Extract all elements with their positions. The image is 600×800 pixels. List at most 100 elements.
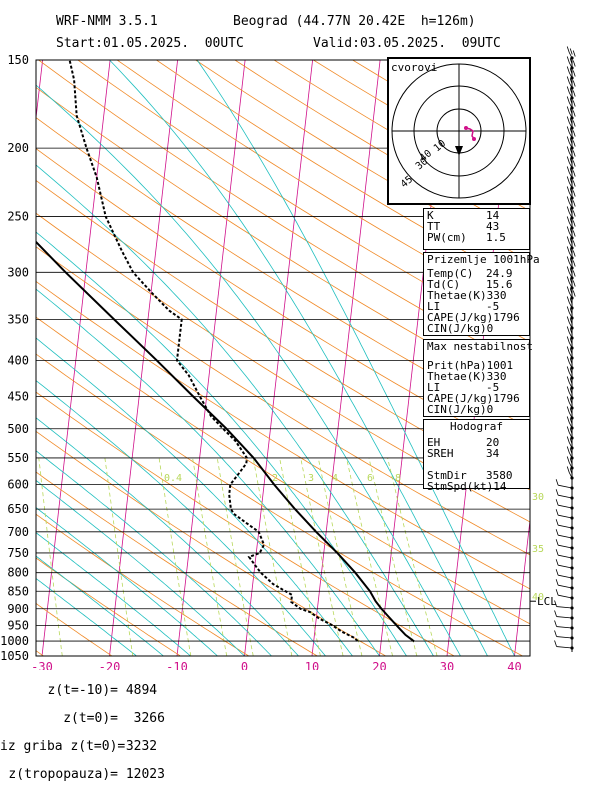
moist-adiabat: [36, 577, 137, 656]
row-label: Thetae(K): [427, 289, 487, 302]
pressure-tick-label: 250: [7, 209, 29, 223]
wind-barb-flag: [566, 386, 570, 393]
isotherm: [109, 60, 179, 656]
wind-barb: [568, 392, 573, 399]
wind-barb: [568, 92, 573, 99]
row-value: -5: [486, 381, 500, 394]
wind-barb: [558, 574, 573, 579]
wind-barb-flag: [572, 110, 576, 117]
wind-barb: [568, 372, 573, 379]
moist-adiabat: [36, 417, 299, 656]
footer-label: z(t=0)=: [63, 711, 118, 726]
moist-adiabat: [36, 164, 434, 656]
temperature-profile: [68, 60, 359, 642]
model-name: WRF-NMM 3.5.1: [56, 14, 158, 29]
wind-barb-flag: [569, 278, 573, 285]
wind-barb: [556, 616, 573, 619]
wind-barb-flag: [554, 640, 557, 647]
row-label: StmSpd(kt): [427, 480, 494, 493]
wind-barb-flag: [569, 418, 573, 425]
wind-barb-flag: [566, 336, 570, 343]
wind-barb: [558, 544, 573, 549]
isotherm: [244, 60, 314, 656]
wind-barb-flag: [566, 256, 570, 263]
wind-barb-flag: [566, 246, 570, 253]
footer-value: 4894: [125, 683, 158, 698]
wind-barb-flag: [566, 206, 570, 213]
temperature-tick-label: -10: [166, 660, 188, 670]
wind-barb-flag: [572, 100, 576, 107]
row-value: 1796: [493, 392, 520, 405]
wind-barb-flag: [572, 250, 576, 257]
wind-barb: [568, 452, 573, 459]
wind-barb-flag: [566, 426, 570, 433]
wind-barb-flag: [555, 499, 559, 506]
wind-barb: [568, 72, 573, 79]
row-value: 15.6: [486, 278, 513, 291]
wind-barb-flag: [566, 416, 570, 423]
wind-barb: [568, 62, 573, 69]
wind-barb-flag: [569, 218, 573, 225]
isotherm: [514, 516, 530, 656]
wind-barb-flag: [572, 260, 576, 267]
pressure-tick-label: 450: [7, 389, 29, 403]
row-value: 1001: [486, 359, 514, 372]
wind-barb: [568, 432, 573, 439]
parcel-curve: [36, 240, 415, 643]
max-instability-title: Max nestabilnost: [427, 340, 533, 353]
wind-barb: [568, 302, 573, 309]
wind-barb-flag: [566, 266, 570, 273]
wind-barb-flag: [566, 446, 570, 453]
wind-barb-flag: [572, 200, 576, 207]
row-label: CAPE(J/kg): [427, 311, 494, 324]
wind-barb-flag: [569, 298, 573, 305]
mixing-ratio-line: [252, 457, 293, 656]
wind-barb-flag: [572, 150, 576, 157]
index-label: TT: [427, 220, 441, 233]
wind-barb: [568, 102, 573, 109]
pressure-tick-label: 200: [7, 141, 29, 155]
wind-barb-flag: [569, 208, 573, 215]
row-value: -5: [486, 300, 500, 313]
index-value: 1.5: [486, 231, 506, 244]
surface-box: Prizemlje 1001hPa Temp(C) 24.9 Td(C) 15.6 …: [423, 252, 540, 336]
wind-barb-flag: [554, 600, 557, 607]
adiabat-label: 30: [532, 492, 544, 503]
wind-barb-flag: [555, 549, 559, 556]
wind-barb-flag: [566, 146, 570, 153]
wind-barb-flag: [555, 589, 559, 596]
wind-barb-flag: [569, 318, 573, 325]
freezing-level-info: z(t=-10)= 4894 z(t=0)= 3266 iz griba z(t…: [0, 670, 165, 796]
wind-barb-flag: [572, 170, 576, 177]
pressure-tick-label: 900: [7, 602, 29, 616]
wind-barb: [568, 242, 573, 249]
wind-barb-flag: [572, 190, 576, 197]
row-value: 0: [486, 322, 494, 335]
wind-barb: [568, 412, 573, 419]
valid-time: Valid:03.05.2025. 09UTC: [313, 36, 501, 51]
wind-barb-flag: [572, 220, 576, 227]
wind-barb-flag: [569, 308, 573, 315]
wind-barb-flag: [566, 376, 570, 383]
wind-barb: [568, 112, 573, 119]
wind-barb-flag: [569, 168, 573, 175]
wind-barb-flag: [569, 228, 573, 235]
row-label: Td(C): [427, 278, 461, 291]
pressure-tick-label: 150: [7, 53, 29, 67]
moist-adiabat: [36, 480, 245, 656]
wind-barb-flag: [566, 326, 570, 333]
wind-barb: [568, 282, 573, 289]
wind-barb-flag: [566, 276, 570, 283]
surface-title: Prizemlje 1001hPa: [427, 253, 540, 266]
dry-adiabat: [36, 430, 386, 656]
footer-value: 3232: [125, 739, 158, 754]
wind-barb-flag: [566, 86, 570, 93]
mixing-ratio-label: 8: [395, 473, 401, 484]
skew-t-chart: 1502002503003504004505005506006507007508…: [0, 46, 576, 670]
hodograph-title: cvorovi: [391, 61, 437, 74]
isotherm: [41, 60, 111, 656]
wind-barb: [558, 504, 573, 509]
wind-barb-flag: [555, 509, 559, 516]
wind-barb: [568, 382, 573, 389]
pressure-tick-label: 400: [7, 353, 29, 367]
